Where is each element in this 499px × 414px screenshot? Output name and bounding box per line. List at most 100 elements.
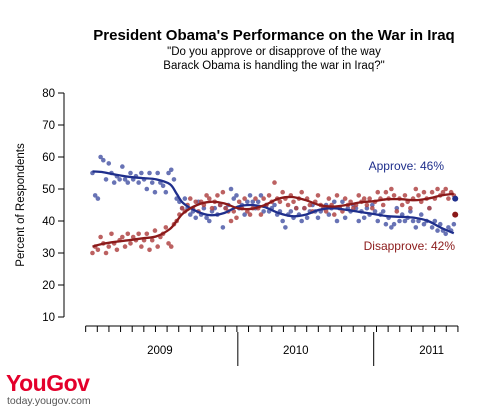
x-tick-label: 2009 [147, 345, 173, 357]
approve-point [147, 170, 152, 176]
approve-point [231, 196, 237, 201]
approve-point [193, 215, 199, 221]
approve-point [380, 209, 386, 214]
disapprove-point [408, 205, 413, 211]
approve-point [331, 199, 337, 205]
approve-point [152, 189, 158, 195]
approve-point [272, 202, 277, 208]
approve-point [228, 186, 234, 192]
chart-title: President Obama's Performance on the War… [93, 27, 454, 44]
disapprove-point [342, 196, 348, 201]
logo-wordmark: YouGov [6, 370, 90, 396]
approve-point [361, 215, 367, 221]
disapprove-point [109, 231, 114, 237]
disapprove-point [209, 205, 215, 211]
x-tick-label: 2010 [283, 345, 309, 357]
disapprove-point [166, 241, 171, 246]
approve-point [187, 212, 193, 217]
approve-point [201, 205, 207, 211]
disapprove-point [380, 202, 386, 208]
disapprove-point [435, 186, 440, 192]
approve-point [103, 177, 109, 182]
approve-point [247, 193, 253, 198]
disapprove-point [299, 189, 304, 195]
approve-point [280, 218, 285, 224]
disapprove-point [231, 209, 237, 214]
chart-subtitle-line-1: "Do you approve or disapprove of the way [167, 46, 381, 58]
disapprove-point [394, 209, 400, 214]
disapprove-point [122, 244, 128, 249]
approve-point [98, 154, 103, 160]
approve-point [182, 196, 188, 201]
approve-point [340, 199, 345, 205]
approve-point [206, 218, 212, 224]
approve-point [261, 209, 266, 214]
y-axis-label: Percent of Respondents [15, 143, 27, 267]
approve-point [435, 228, 440, 233]
approve-point [375, 218, 381, 224]
approve-point [342, 215, 348, 221]
disapprove-point [323, 209, 329, 214]
disapprove-point [152, 228, 158, 233]
approve-point [171, 177, 177, 182]
disapprove-point [98, 234, 103, 240]
disapprove-end-point [452, 211, 459, 218]
y-tick-label: 20 [42, 280, 55, 292]
disapprove-point [106, 244, 112, 249]
disapprove-point [236, 199, 242, 205]
approve-point [288, 209, 294, 214]
disapprove-point [421, 189, 427, 195]
y-tick-label: 60 [42, 152, 55, 164]
disapprove-point [291, 199, 296, 205]
disapprove-point [234, 215, 239, 221]
disapprove-point [367, 196, 372, 201]
disapprove-point [242, 196, 247, 201]
approve-point [394, 205, 400, 211]
disapprove-point [223, 205, 228, 211]
approve-point [283, 225, 288, 230]
y-tick-label: 40 [42, 216, 55, 228]
chart-subtitle-line-2: Barack Obama is handling the war in Iraq… [163, 60, 384, 72]
series-labels: Approve: 46% Disapprove: 42% [364, 159, 456, 253]
approve-point [149, 180, 155, 185]
approve-point [437, 221, 443, 227]
approve-point [418, 212, 424, 217]
disapprove-point [114, 247, 120, 253]
disapprove-point [351, 205, 356, 211]
approve-point [258, 193, 264, 198]
disapprove-point [193, 199, 199, 205]
disapprove-point [370, 205, 375, 211]
disapprove-point [187, 196, 193, 201]
approve-point [451, 221, 457, 227]
disapprove-point [427, 205, 432, 211]
disapprove-point [356, 193, 362, 198]
disapprove-point [391, 193, 397, 198]
approve-point [299, 218, 304, 224]
disapprove-point [179, 205, 185, 211]
disapprove-trend-line [92, 192, 454, 248]
approve-point [383, 221, 389, 227]
y-tick-label: 80 [42, 88, 55, 100]
disapprove-label: Disapprove: 42% [364, 239, 456, 253]
disapprove-point [277, 199, 283, 205]
disapprove-point [266, 193, 272, 198]
disapprove-point [413, 186, 419, 192]
disapprove-point [130, 234, 136, 240]
disapprove-point [416, 193, 421, 198]
approve-point [242, 212, 247, 217]
disapprove-point [128, 241, 133, 246]
disapprove-point [261, 196, 266, 201]
approve-point [389, 225, 394, 230]
disapprove-point [307, 202, 313, 208]
x-axis: 2009 2010 2011 [85, 325, 459, 366]
yougov-logo: YouGov today.yougov.com [6, 370, 91, 408]
approve-point [101, 157, 106, 163]
approve-point [111, 180, 117, 185]
approve-point [122, 177, 128, 182]
disapprove-point [302, 205, 307, 211]
disapprove-point [215, 193, 220, 198]
disapprove-point [125, 231, 131, 237]
approve-point [443, 231, 448, 237]
disapprove-point [147, 247, 152, 253]
disapprove-point [389, 186, 394, 192]
